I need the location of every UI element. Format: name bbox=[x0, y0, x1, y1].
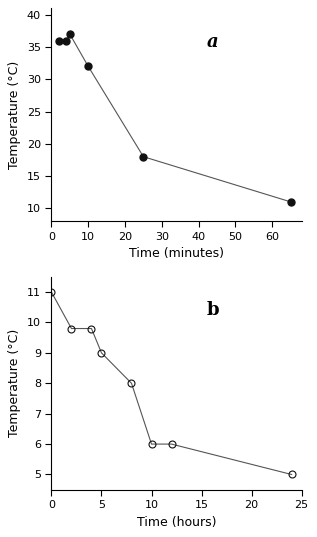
X-axis label: Time (hours): Time (hours) bbox=[137, 516, 216, 528]
Text: b: b bbox=[207, 301, 219, 319]
Text: a: a bbox=[207, 33, 218, 50]
X-axis label: Time (minutes): Time (minutes) bbox=[129, 247, 224, 260]
Y-axis label: Temperature (°C): Temperature (°C) bbox=[9, 329, 22, 438]
Y-axis label: Temperature (°C): Temperature (°C) bbox=[8, 61, 21, 169]
